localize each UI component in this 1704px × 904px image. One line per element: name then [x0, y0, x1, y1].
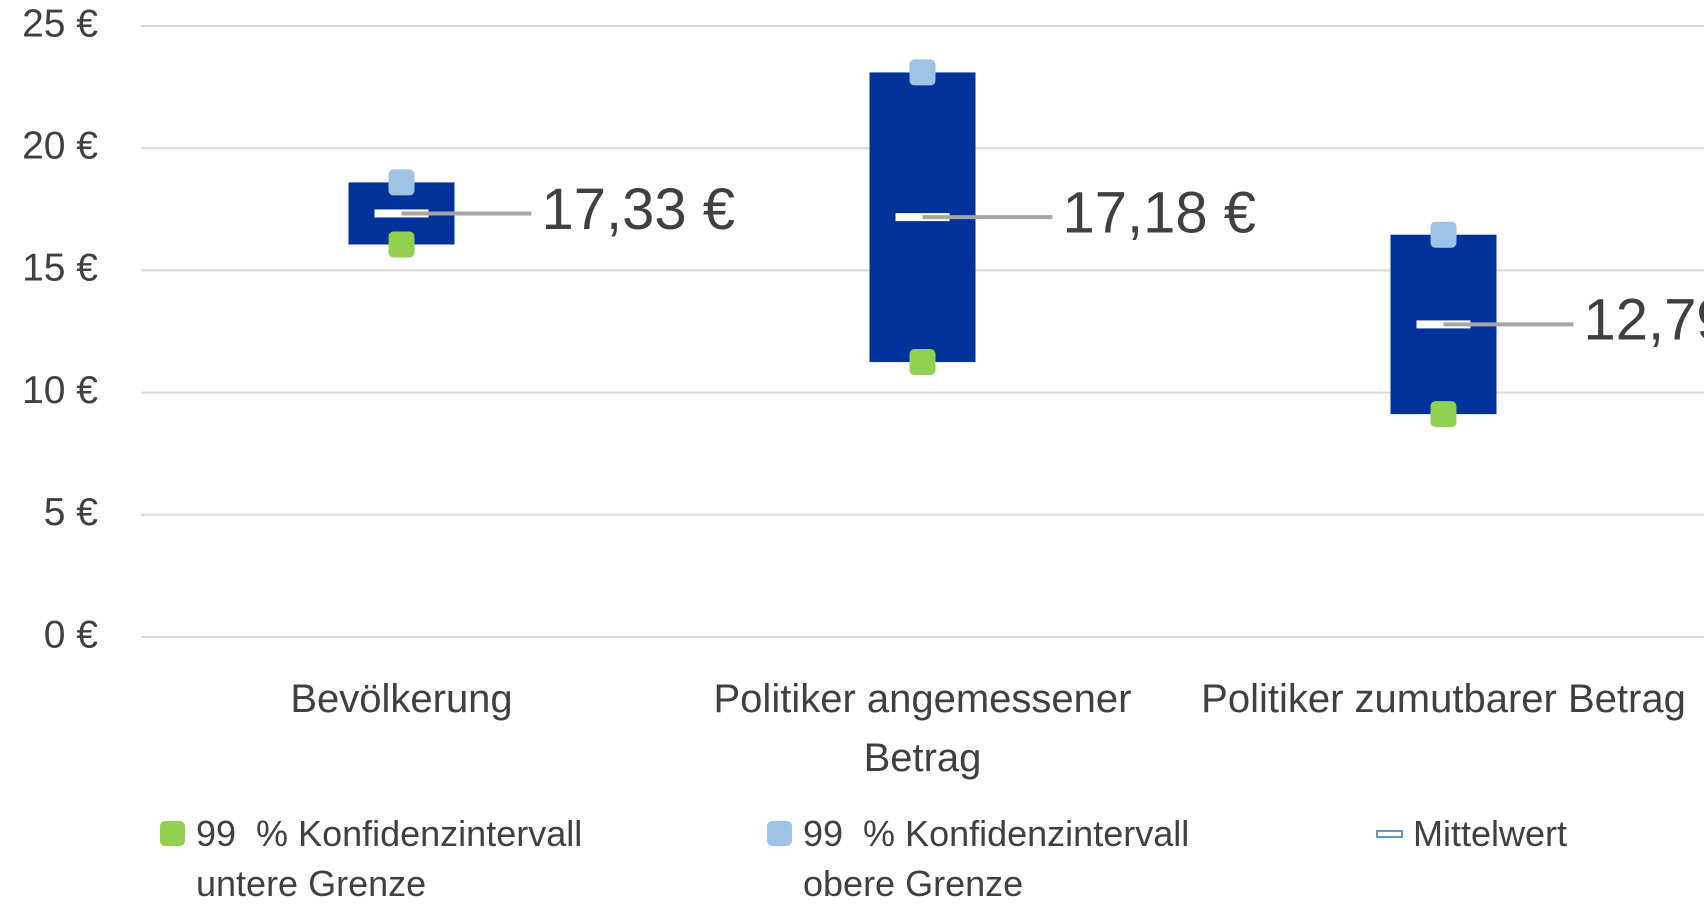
- lower-marker: [909, 349, 936, 376]
- upper-marker: [388, 169, 415, 196]
- data-label: 12,79 €: [1584, 288, 1704, 353]
- upper-marker: [1430, 221, 1457, 248]
- legend-swatch: [1376, 830, 1403, 838]
- x-tick-label: Politiker angemessener Betrag: [713, 677, 1132, 780]
- legend-label: 99 % Konfidenzintervall untere Grenze: [196, 813, 593, 904]
- y-tick-label: 25 €: [22, 2, 98, 45]
- legend-swatch: [160, 821, 185, 846]
- lower-marker: [388, 231, 415, 258]
- y-tick-label: 15 €: [22, 247, 98, 290]
- data-label: 17,18 €: [1063, 180, 1257, 245]
- lower-marker: [1430, 401, 1457, 428]
- y-tick-label: 5 €: [44, 491, 99, 534]
- y-tick-label: 10 €: [22, 369, 98, 412]
- x-tick-label: Bevölkerung: [290, 677, 513, 721]
- legend-swatch: [767, 821, 792, 846]
- y-tick-label: 0 €: [44, 613, 99, 656]
- data-label: 17,33 €: [542, 177, 736, 242]
- legend-label: Mittelwert: [1413, 813, 1568, 854]
- legend-label: 99 % Konfidenzintervall obere Grenze: [803, 813, 1200, 904]
- x-tick-label: Politiker zumutbarer Betrag: [1201, 677, 1686, 721]
- upper-marker: [909, 59, 936, 86]
- y-tick-label: 20 €: [22, 124, 98, 167]
